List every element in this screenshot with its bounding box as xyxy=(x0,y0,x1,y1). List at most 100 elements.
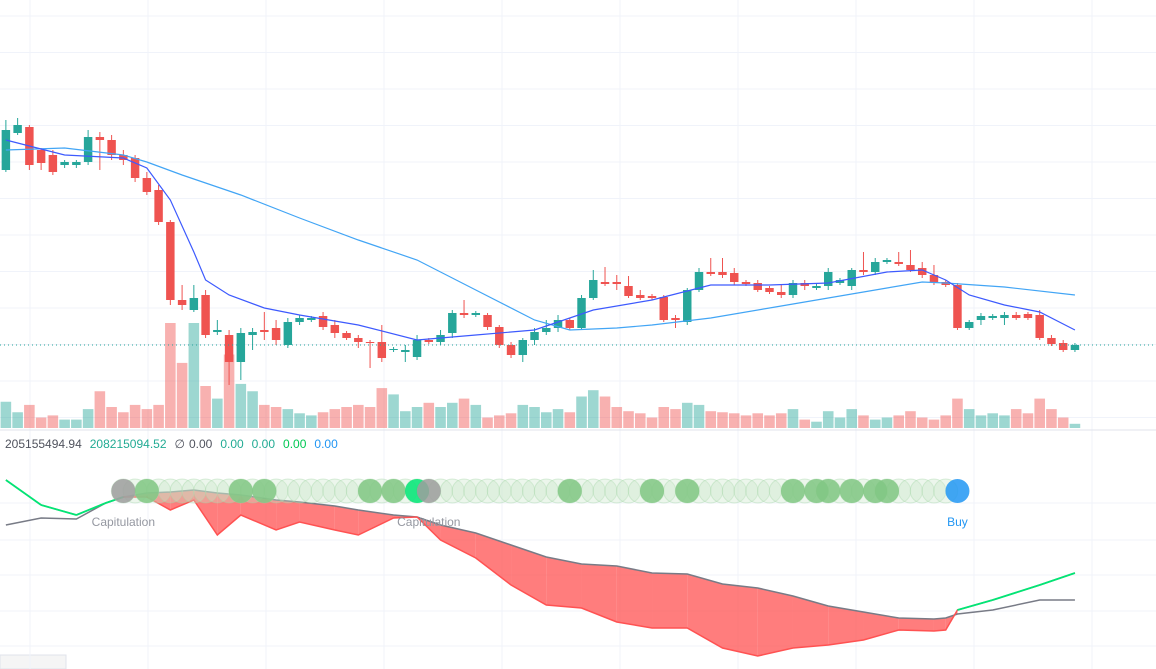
volume-bar xyxy=(999,415,1010,428)
signal-dot xyxy=(945,479,970,503)
signal-dot-faint xyxy=(604,478,630,504)
candle-body xyxy=(354,338,363,342)
candle-body xyxy=(694,272,704,290)
signal-dot xyxy=(839,479,864,503)
candle-body xyxy=(166,222,175,300)
volume-bar xyxy=(869,419,881,428)
volume-bar xyxy=(529,407,540,428)
volume-bar xyxy=(963,409,975,428)
candle-body xyxy=(589,280,598,298)
indicator-signal-up xyxy=(957,599,993,611)
volume-bar xyxy=(811,421,822,428)
indicator-fill xyxy=(933,618,946,631)
volume-bar xyxy=(752,413,764,428)
volume-bar xyxy=(1069,423,1081,428)
signal-dot-faint xyxy=(510,478,536,504)
volume-bar xyxy=(552,409,564,428)
indicator-fill xyxy=(687,574,723,648)
candle-body xyxy=(271,328,281,340)
indicator-fill xyxy=(475,533,512,585)
signal-dot xyxy=(416,479,441,503)
indicator-fill xyxy=(334,506,359,535)
candle-body xyxy=(401,350,410,352)
indicator-fill xyxy=(652,573,688,628)
volume-bar xyxy=(952,398,963,428)
candle-body xyxy=(424,340,434,342)
volume-bar xyxy=(35,417,47,428)
candle-body xyxy=(870,262,880,272)
readout-value: 205155494.94 xyxy=(5,437,82,451)
candle-body xyxy=(565,320,575,328)
volume-bar xyxy=(376,388,388,428)
volume-bar xyxy=(787,409,799,428)
volume-bar xyxy=(141,409,153,428)
signal-dot-faint xyxy=(310,478,336,504)
volume-bar xyxy=(47,415,59,428)
signal-dot-faint xyxy=(710,478,735,504)
volume-bar xyxy=(576,396,587,428)
volume-bar xyxy=(71,419,82,428)
volume-bar xyxy=(775,413,787,428)
volume-bar xyxy=(200,386,211,428)
indicator-fill xyxy=(299,502,335,530)
indicator-signal-up xyxy=(5,479,42,506)
readout-value: 0.00 xyxy=(252,437,276,451)
candle-body xyxy=(36,150,46,163)
volume-bar xyxy=(294,413,305,428)
volume-bar xyxy=(411,407,423,428)
candle-body xyxy=(624,286,633,296)
volume-bar xyxy=(517,404,529,428)
signal-dot-faint xyxy=(475,478,501,504)
candle-body xyxy=(518,340,528,355)
indicator-signal-up xyxy=(76,502,107,516)
moving-average xyxy=(5,147,1076,331)
indicator-signal-up xyxy=(992,584,1040,601)
volume-bar xyxy=(223,354,235,428)
moving-average xyxy=(5,139,1076,341)
signal-dot-faint xyxy=(592,478,618,504)
volume-bar xyxy=(353,404,364,428)
candle-body xyxy=(612,282,621,284)
candle-body xyxy=(1000,315,1009,318)
volume-bar xyxy=(1057,417,1069,428)
candle-body xyxy=(471,313,481,315)
indicator-fill xyxy=(217,493,241,535)
candle-body xyxy=(659,297,668,320)
volume-bar xyxy=(188,323,200,428)
candle-body xyxy=(741,282,751,284)
indicator-base-line xyxy=(5,489,1075,620)
candle-body xyxy=(894,262,903,264)
volume-bar xyxy=(458,398,470,428)
volume-bar xyxy=(364,407,376,428)
volume-bar xyxy=(623,411,634,428)
candle-body xyxy=(483,315,492,327)
candle-body xyxy=(859,270,868,272)
candle-body xyxy=(130,158,140,178)
candle-body xyxy=(600,282,610,284)
volume-bar xyxy=(717,412,728,428)
volume-bar xyxy=(447,402,458,428)
indicator-fill xyxy=(358,510,394,535)
candle-body xyxy=(365,342,375,343)
signal-dot xyxy=(816,479,841,503)
signal-dot-faint xyxy=(486,478,512,504)
volume-bar xyxy=(388,394,399,428)
volume-bar xyxy=(259,404,270,428)
candle-body xyxy=(213,330,222,332)
volume-bar xyxy=(423,402,435,428)
candle-body xyxy=(647,296,657,298)
candle-body xyxy=(1023,314,1033,318)
candle-body xyxy=(777,292,786,295)
indicator-fill xyxy=(722,584,758,656)
volume-bar xyxy=(822,411,834,428)
indicator-signal-up xyxy=(1039,572,1076,586)
candle-body xyxy=(448,313,457,333)
volume-bar xyxy=(799,419,811,428)
candle-body xyxy=(260,330,269,332)
candle-body xyxy=(506,345,516,355)
indicator-fill xyxy=(440,525,476,558)
candle-body xyxy=(553,320,563,328)
signal-dot xyxy=(675,479,700,503)
